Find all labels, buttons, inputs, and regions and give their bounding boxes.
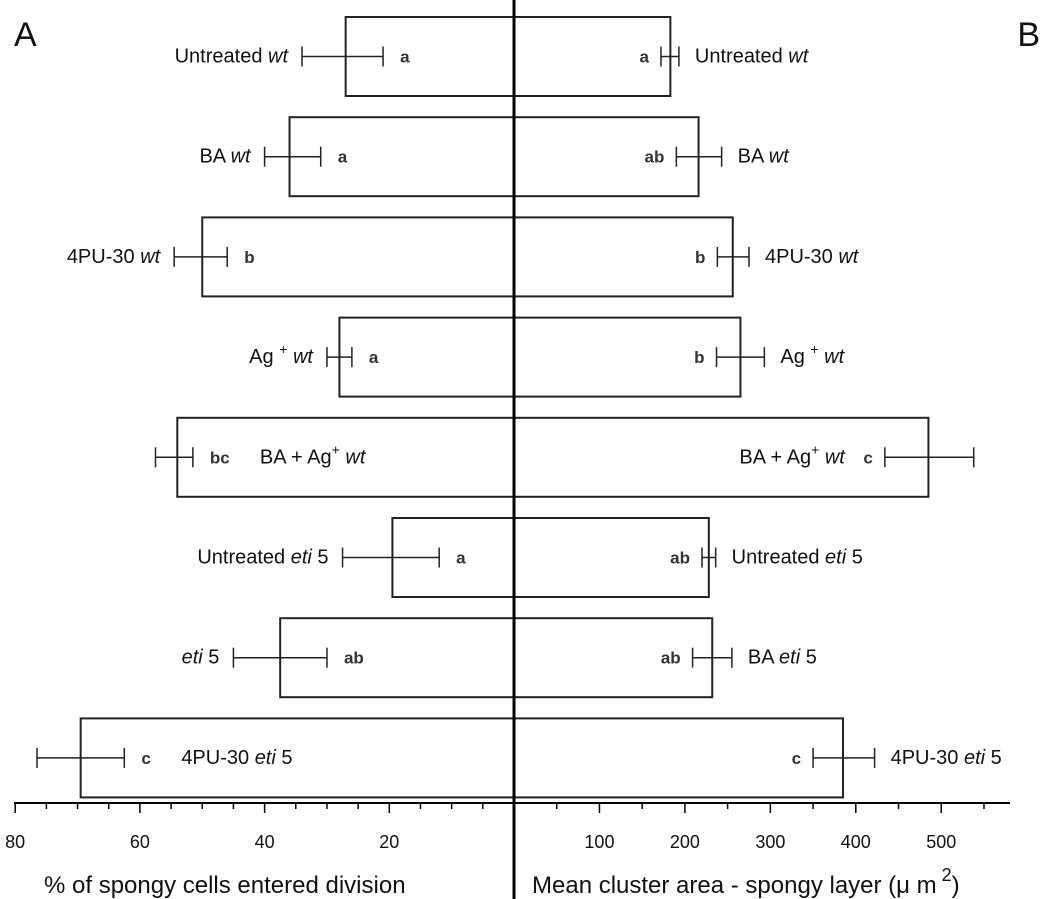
x-axis-title-a: % of spongy cells entered division [44,872,406,899]
sig-label-a-2: b [244,248,254,267]
bar-a-1 [288,116,516,198]
bar-b-1 [513,116,700,198]
category-label-a-1: BA wt [199,146,252,168]
tick-label-a-0: 80 [5,832,25,852]
category-label-b-5: Untreated eti 5 [732,547,863,569]
tick-label-b-0: 100 [584,832,614,852]
category-label-a-2: 4PU-30 wt [67,246,162,268]
category-label-a-0: Untreated wt [175,46,290,68]
errorbar-b-6 [691,647,733,668]
bar-a-3 [338,316,516,398]
x-axis-title-b: Mean cluster area - spongy layer (μ m 2) [532,865,960,899]
errorbar-a-6 [232,647,328,668]
category-label-a-6: eti 5 [182,647,220,669]
category-label-a-5: Untreated eti 5 [197,547,328,569]
tick-label-a-2: 40 [255,832,275,852]
bar-b-5 [513,517,710,598]
category-label-b-2: 4PU-30 wt [765,246,860,268]
tick-label-b-2: 300 [755,832,785,852]
tick-label-a-1: 60 [130,832,150,852]
bar-b-4 [513,416,930,498]
errorbar-a-5 [341,547,440,568]
category-label-b-6: BA eti 5 [748,647,817,669]
category-label-b-0: Untreated wt [695,46,810,68]
bar-a-2 [201,216,515,298]
category-label-a-3: Ag + wt [249,341,314,368]
sig-label-a-1: a [338,148,348,167]
errorbar-a-4 [154,447,194,468]
sig-label-b-3: b [694,348,704,367]
sig-label-a-5: a [456,549,466,568]
sig-label-a-3: a [369,348,379,367]
errorbar-b-1 [675,146,723,167]
sig-label-a-6: ab [344,649,364,668]
tick-label-a-3: 20 [379,832,399,852]
errorbar-a-2 [173,246,228,267]
sig-label-a-7: c [141,749,150,768]
panel-letter-a: A [14,16,37,54]
bar-b-3 [513,316,742,398]
errorbar-b-3 [715,347,766,368]
tick-label-b-4: 500 [926,832,956,852]
category-label-a-7: 4PU-30 eti 5 [181,747,292,769]
sig-label-a-4: bc [210,448,230,467]
tick-label-b-1: 200 [670,832,700,852]
sig-label-b-4: c [863,448,872,467]
category-label-a-4: BA + Ag+ wt [260,441,367,468]
category-label-b-1: BA wt [738,146,791,168]
category-label-b-4: BA + Ag+ wt [739,441,846,468]
errorbar-a-7 [36,747,126,768]
bars-layer [36,16,975,799]
sig-label-a-0: a [400,48,410,67]
errorbar-a-0 [301,46,384,67]
sig-label-b-1: ab [645,148,665,167]
tick-label-b-3: 400 [841,832,871,852]
bar-b-2 [513,216,734,298]
category-label-b-3: Ag + wt [780,341,845,368]
errorbar-b-2 [716,246,750,267]
sig-label-b-7: c [792,749,801,768]
sig-label-b-5: ab [670,549,690,568]
panel-letter-b: B [1017,16,1040,54]
errorbar-b-5 [701,547,717,568]
sig-label-b-0: a [640,48,650,67]
errorbar-a-1 [263,146,322,167]
sig-label-b-2: b [695,248,705,267]
sig-label-b-6: ab [661,649,681,668]
errorbar-b-4 [884,447,975,468]
bar-b-6 [513,617,714,699]
category-label-b-7: 4PU-30 eti 5 [891,747,1002,769]
errorbar-b-0 [660,46,680,67]
errorbar-a-3 [326,347,353,368]
errorbar-b-7 [812,747,876,768]
axis-layer [14,0,1010,899]
bar-b-0 [513,16,672,97]
